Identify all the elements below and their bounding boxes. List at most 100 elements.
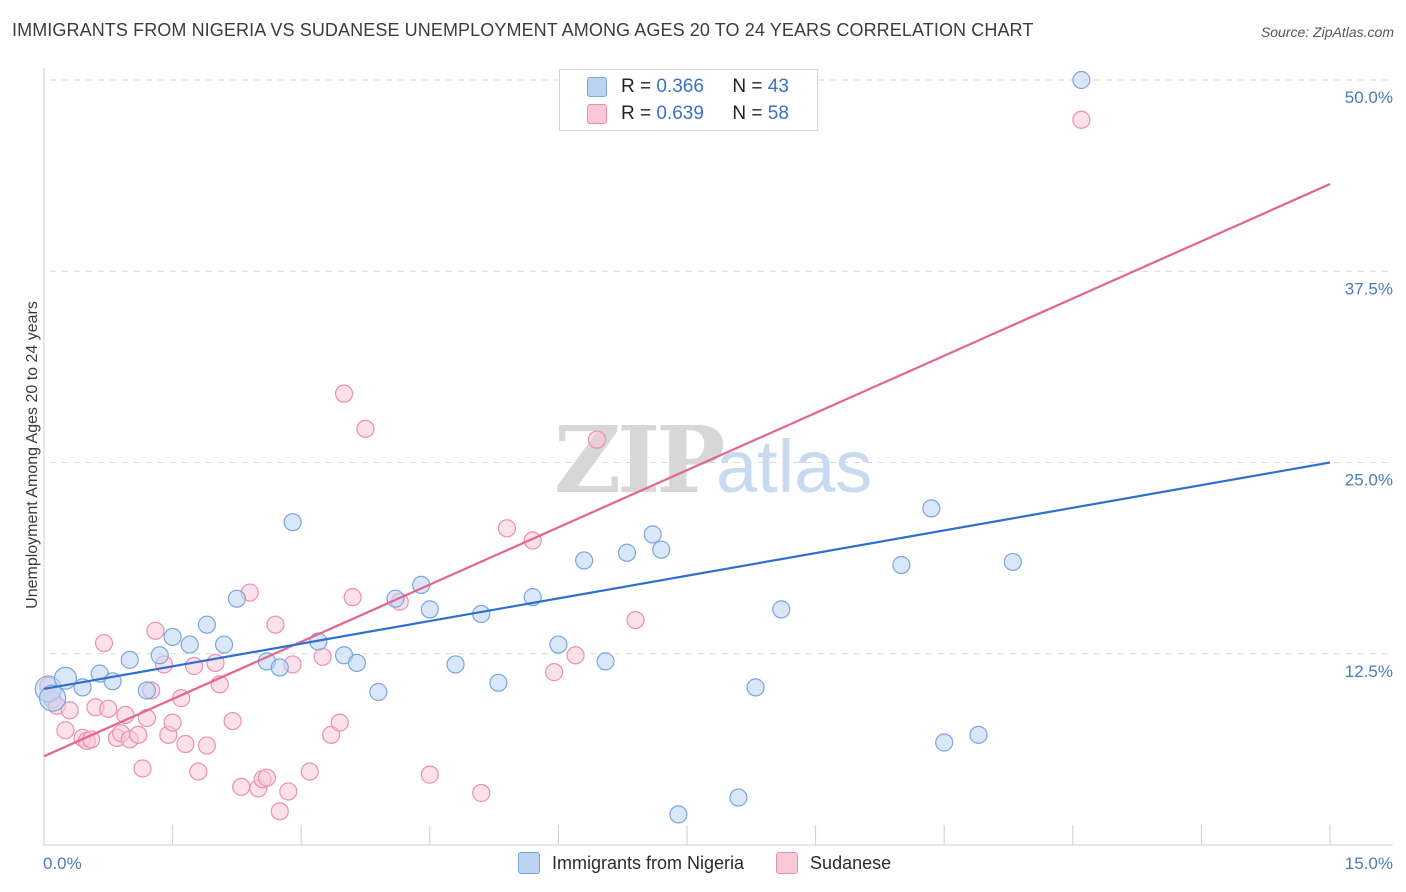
y-tick-label-2: 37.5% — [1345, 279, 1393, 298]
nigeria-point — [163, 627, 182, 647]
sudanese-point — [587, 430, 607, 449]
legend-row-sudanese: R = 0.639 N = 58 — [587, 102, 789, 126]
sudanese-point — [99, 699, 118, 718]
sudanese-point — [94, 633, 114, 653]
sudanese-point — [184, 656, 204, 676]
trend-lines — [43, 183, 1331, 758]
nigeria-point — [772, 600, 791, 619]
sudanese-point — [343, 588, 362, 607]
nigeria-point — [420, 600, 439, 619]
watermark-zip: ZIP — [554, 406, 723, 514]
nigeria-point — [575, 551, 594, 570]
legend-swatch-pink — [587, 104, 607, 124]
series-legend-nigeria: Immigrants from Nigeria — [518, 852, 744, 874]
trendline-sudanese — [43, 183, 1331, 758]
y-tick-labels: 12.5% 25.0% 37.5% 50.0% — [1345, 88, 1393, 681]
sudanese-point — [566, 646, 585, 665]
sudanese-point — [163, 713, 182, 732]
sudanese-point — [313, 647, 332, 666]
legend-n-value: 58 — [767, 103, 789, 124]
axes — [43, 68, 1393, 846]
nigeria-point — [935, 733, 954, 752]
series-swatch-blue — [518, 852, 540, 874]
sudanese-point — [266, 615, 285, 634]
series-label-sudanese: Sudanese — [810, 852, 892, 873]
legend-r-label: R = — [621, 76, 657, 97]
sudanese-point — [497, 519, 517, 538]
series-legend: Immigrants from Nigeria Sudanese — [518, 852, 923, 874]
nigeria-point — [120, 650, 139, 669]
legend-n-value: 43 — [767, 76, 789, 97]
nigeria-point — [669, 805, 688, 824]
nigeria-point — [347, 653, 367, 673]
sudanese-point — [279, 782, 298, 801]
series-swatch-pink — [776, 852, 799, 874]
nigeria-point — [549, 635, 568, 654]
sudanese-point — [56, 721, 75, 740]
sudanese-point — [60, 701, 79, 720]
sudanese-point — [257, 768, 277, 787]
nigeria-point — [729, 788, 748, 807]
sudanese-point — [330, 713, 349, 732]
nigeria-point — [1003, 552, 1022, 572]
sudanese-point — [232, 777, 251, 796]
nigeria-points — [34, 70, 1091, 824]
sudanese-point — [300, 762, 319, 781]
sudanese-point — [223, 711, 242, 731]
nigeria-point — [746, 678, 765, 697]
sudanese-point — [146, 621, 165, 640]
sudanese-point — [189, 762, 208, 781]
sudanese-point — [197, 736, 216, 755]
legend-n-label: N = — [732, 76, 768, 97]
sudanese-point — [129, 725, 148, 744]
legend-row-nigeria: R = 0.366 N = 43 — [587, 75, 789, 99]
sudanese-point — [356, 419, 375, 438]
nigeria-point — [446, 655, 465, 674]
nigeria-point — [227, 589, 246, 608]
y-tick-label-1: 25.0% — [1345, 471, 1393, 490]
watermark: ZIP atlas — [554, 406, 872, 514]
nigeria-point — [892, 555, 911, 575]
y-axis-label: Unemployment Among Ages 20 to 24 years — [24, 301, 41, 609]
legend-r-value: 0.639 — [656, 103, 704, 124]
series-label-nigeria: Immigrants from Nigeria — [552, 852, 745, 873]
y-tick-label-3: 50.0% — [1345, 88, 1393, 107]
sudanese-point — [626, 610, 645, 630]
grid-lines — [50, 79, 1393, 655]
nigeria-point — [38, 684, 67, 712]
sudanese-point — [176, 734, 195, 754]
sudanese-point — [1072, 110, 1091, 129]
nigeria-point — [596, 652, 615, 671]
x-tick-label-min: 0.0% — [43, 854, 82, 873]
nigeria-point — [180, 635, 199, 654]
nigeria-point — [489, 673, 508, 692]
y-tick-label-0: 12.5% — [1345, 662, 1393, 681]
source-credit: Source: ZipAtlas.com — [1260, 24, 1394, 40]
nigeria-point — [150, 646, 169, 665]
chart-title: IMMIGRANTS FROM NIGERIA VS SUDANESE UNEM… — [12, 20, 1034, 40]
series-legend-sudanese: Sudanese — [776, 852, 891, 874]
nigeria-point — [283, 513, 302, 532]
nigeria-point — [652, 540, 671, 559]
sudanese-point — [420, 765, 439, 784]
sudanese-point — [545, 663, 564, 682]
sudanese-point — [472, 783, 491, 803]
sudanese-point — [270, 802, 289, 821]
nigeria-point — [369, 682, 388, 702]
nigeria-point — [969, 725, 988, 744]
nigeria-point — [922, 499, 941, 518]
nigeria-point — [643, 525, 662, 544]
nigeria-point — [137, 681, 156, 700]
x-tick-label-max: 15.0% — [1345, 854, 1393, 873]
legend-r-label: R = — [621, 103, 657, 124]
nigeria-point — [197, 615, 216, 634]
legend-swatch-blue — [587, 77, 607, 97]
correlation-legend: R = 0.366 N = 43 R = 0.639 N = 58 — [559, 69, 818, 131]
watermark-atlas: atlas — [716, 425, 872, 508]
legend-n-label: N = — [732, 103, 768, 124]
trendline-nigeria — [43, 461, 1331, 691]
nigeria-point — [1072, 70, 1091, 90]
sudanese-point — [133, 759, 152, 778]
sudanese-point — [334, 384, 354, 403]
